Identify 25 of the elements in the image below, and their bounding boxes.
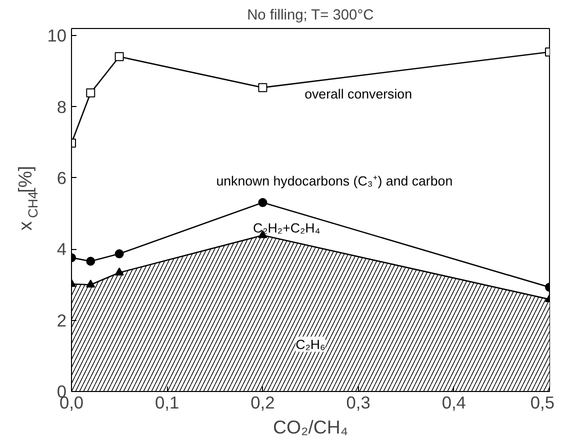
x-tick-label: 0,3 (346, 392, 370, 412)
x-tick-label: 0,2 (250, 392, 275, 412)
x-tick-label: 0,1 (155, 392, 180, 412)
annotation: C₂H₂+C₂H₄ (252, 220, 320, 236)
y-tick-label: 4 (56, 239, 67, 260)
point (258, 83, 268, 92)
chart-title: No filling; T= 300°C (247, 8, 374, 24)
point (258, 198, 268, 208)
annotation: C₂H₆ (296, 336, 326, 352)
x-tick-label: 0,4 (442, 392, 466, 412)
x-axis-title: CO₂/CH₄ (273, 416, 348, 438)
y-axis-title: xCH4[%] (14, 166, 40, 231)
x-tick-label: 0,5 (530, 392, 555, 412)
annotation: overall conversion (304, 86, 412, 102)
y-tick-label: 10 (47, 26, 67, 46)
annotation: unknown hydocarbons (C₃⁺) and carbon (216, 173, 453, 188)
point (114, 249, 124, 258)
point (86, 88, 96, 98)
y-tick-label: 8 (56, 96, 67, 117)
point (86, 280, 96, 288)
y-tick-label: 6 (56, 168, 67, 188)
y-tick-label: 2 (56, 310, 67, 330)
point (86, 256, 96, 266)
point (114, 52, 124, 62)
point (114, 268, 124, 276)
